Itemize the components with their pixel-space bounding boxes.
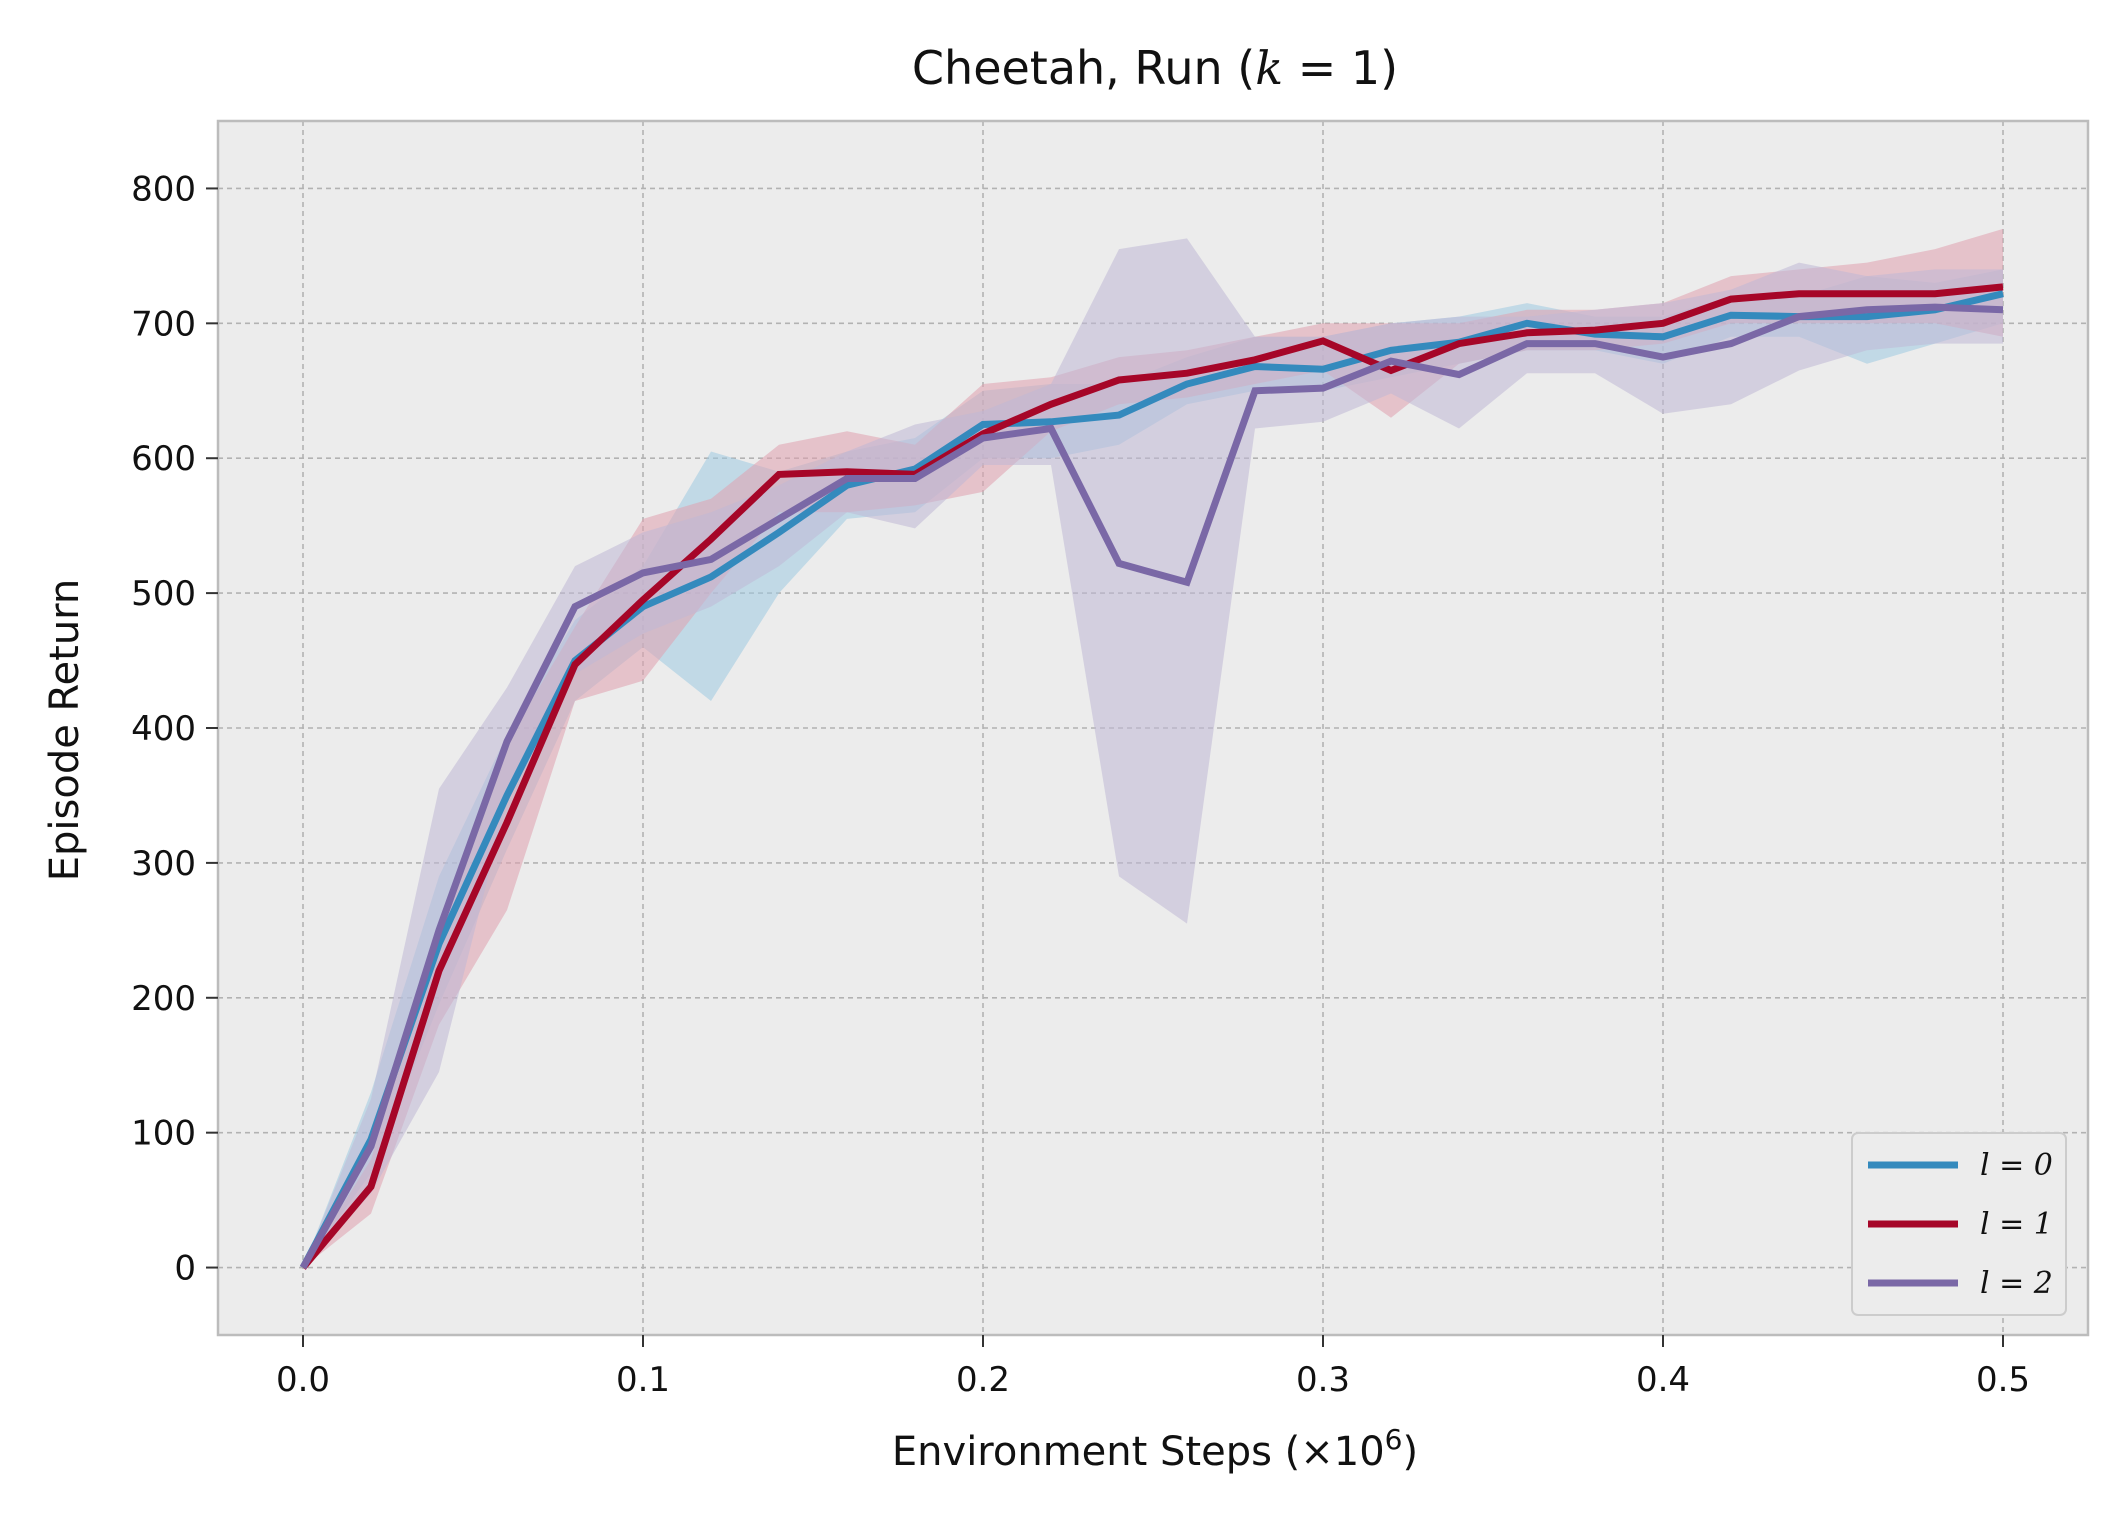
x-tick-label: 0.4 [1636,1360,1690,1400]
y-tick-label: 800 [131,169,196,209]
x-tick-label: 0.1 [616,1360,670,1400]
y-axis-label: Episode Return [42,579,88,882]
y-tick-label: 600 [131,439,196,479]
line-series-2 [299,303,2004,1270]
chart-title: Cheetah, Run (k = 1) [912,41,1398,95]
x-tick-label: 0.2 [956,1360,1010,1400]
legend-label: l = 0 [1980,1148,2053,1183]
legend-label: l = 2 [1980,1266,2053,1301]
legend-label: l = 1 [1980,1207,2053,1242]
band-series-2 [303,238,2003,1268]
legend: l = 0 l = 1 l = 2 [1851,1132,2067,1316]
y-tick-label: 500 [131,574,196,614]
x-tick-label: 0.5 [1976,1360,2030,1400]
x-tick-label: 0.0 [276,1360,330,1400]
line-series-1 [300,283,2004,1270]
x-axis-label: Environment Steps (×106) [892,1423,1418,1475]
y-tick-label: 400 [131,709,196,749]
series-lines [299,283,2004,1270]
x-tick-label: 0.3 [1296,1360,1350,1400]
y-tick-label: 200 [131,979,196,1019]
legend-box [1851,1132,2067,1316]
y-tick-label: 700 [131,304,196,344]
y-tick-label: 300 [131,844,196,884]
y-tick-label: 0 [174,1249,196,1289]
y-tick-label: 100 [131,1114,196,1154]
band-series-1 [303,228,2003,1268]
axis-ticks: 0.0 0.1 0.2 0.3 0.4 0.5 0 100 200 300 400 500 600 700… [131,169,2030,1400]
